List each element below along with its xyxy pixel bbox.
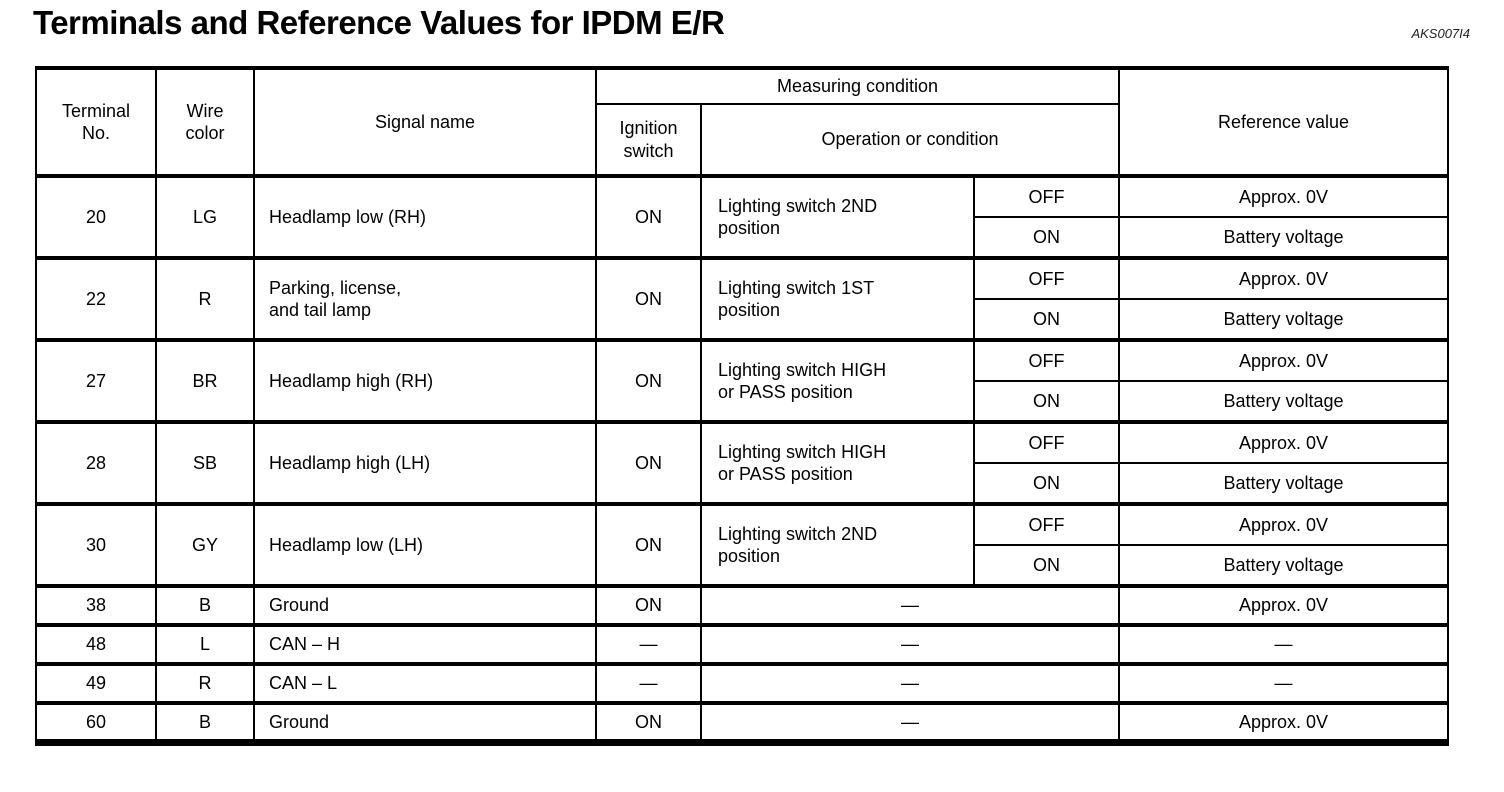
table-subrow: ON Battery voltage [36,380,1450,423]
switch-state-cell: OFF [972,502,1121,546]
wire-color-cell: GY [155,502,255,587]
switch-state-cell: ON [972,462,1121,505]
switch-state-cell: ON [972,298,1121,341]
table-row-48: 48 L CAN – H — — — [35,623,1450,665]
figure-code: AKS007I4 [1411,26,1470,41]
col-header-ignition-switch: Ignition switch [595,103,702,177]
terminal-cell: 60 [35,701,157,743]
reference-value-cell: Approx. 0V [1118,338,1450,382]
col-header-measuring-condition: Measuring condition [594,67,1121,105]
reference-value-cell: Approx. 0V [1118,420,1450,464]
operation-cell: Lighting switch 1ST position [700,256,975,341]
terminal-cell: 38 [35,584,157,626]
switch-state-cell: ON [972,216,1121,259]
wire-color-cell: LG [155,174,255,259]
operation-cell: — [699,701,1121,743]
table-subrow: ON Battery voltage [36,216,1450,259]
switch-state-cell: ON [972,544,1121,587]
ignition-switch-cell: ON [595,338,702,423]
table-subrow: ON Battery voltage [36,462,1450,505]
col-header-wire-color: Wire color [155,67,255,177]
table-row-30: 30 GY Headlamp low (LH) ON Lighting swit… [35,502,1450,587]
col-header-operation-condition: Operation or condition [699,103,1121,177]
signal-name-cell: Parking, license, and tail lamp [253,256,597,341]
operation-cell: Lighting switch 2ND position [700,502,975,587]
reference-value-cell: — [1118,623,1450,665]
page-title: Terminals and Reference Values for IPDM … [33,4,725,41]
terminal-cell: 28 [35,420,157,505]
terminal-cell: 48 [35,623,157,665]
reference-value-cell: Battery voltage [1118,216,1450,259]
table-row-38: 38 B Ground ON — Approx. 0V [35,584,1450,626]
table-header: Terminal No. Wire color Signal name Meas… [35,67,1450,177]
signal-name-cell: Headlamp high (RH) [253,338,597,423]
wire-color-cell: R [155,256,255,341]
ignition-switch-cell: ON [595,256,702,341]
signal-name-cell: Ground [253,584,597,626]
ignition-switch-cell: ON [595,420,702,505]
terminal-cell: 22 [35,256,157,341]
switch-state-cell: OFF [972,338,1121,382]
signal-name-cell: CAN – H [253,623,597,665]
ignition-switch-cell: — [595,662,702,704]
reference-value-cell: — [1118,662,1450,704]
switch-state-cell: ON [972,380,1121,423]
ignition-switch-cell: ON [595,174,702,259]
wire-color-cell: SB [155,420,255,505]
terminal-cell: 27 [35,338,157,423]
table-row-28: 28 SB Headlamp high (LH) ON Lighting swi… [35,420,1450,505]
signal-name-cell: Headlamp low (LH) [253,502,597,587]
signal-name-cell: Ground [253,701,597,743]
reference-value-cell: Approx. 0V [1118,502,1450,546]
reference-value-cell: Approx. 0V [1118,584,1450,626]
wire-color-cell: R [155,662,255,704]
table-row-60: 60 B Ground ON — Approx. 0V [35,701,1450,743]
table-row-22: 22 R Parking, license, and tail lamp ON … [35,256,1450,341]
operation-cell: — [699,584,1121,626]
ignition-switch-cell: ON [595,502,702,587]
wire-color-cell: L [155,623,255,665]
reference-value-cell: Battery voltage [1118,462,1450,505]
table-body: 20 LG Headlamp low (RH) ON Lighting swit… [35,174,1450,743]
wire-color-cell: B [155,584,255,626]
signal-name-cell: Headlamp high (LH) [253,420,597,505]
operation-cell: Lighting switch HIGH or PASS position [700,420,975,505]
terminal-cell: 20 [35,174,157,259]
table-row-27: 27 BR Headlamp high (RH) ON Lighting swi… [35,338,1450,423]
table-row-20: 20 LG Headlamp low (RH) ON Lighting swit… [35,174,1450,259]
wire-color-cell: B [155,701,255,743]
col-header-reference-value: Reference value [1118,67,1450,177]
operation-cell: Lighting switch HIGH or PASS position [700,338,975,423]
signal-name-cell: Headlamp low (RH) [253,174,597,259]
col-header-terminal: Terminal No. [35,67,157,177]
col-header-signal-name: Signal name [253,67,597,177]
ignition-switch-cell: ON [595,701,702,743]
header-row-top: Terminal No. Wire color Signal name Meas… [35,67,1450,177]
table-row-49: 49 R CAN – L — — — [35,662,1450,704]
reference-value-cell: Battery voltage [1118,298,1450,341]
switch-state-cell: OFF [972,174,1121,218]
terminal-cell: 49 [35,662,157,704]
reference-value-cell: Approx. 0V [1118,174,1450,218]
header-row-sub: Ignition switch Operation or condition [36,103,1448,177]
operation-cell: — [699,662,1121,704]
switch-state-cell: OFF [972,420,1121,464]
table-subrow: ON Battery voltage [36,544,1450,587]
ignition-switch-cell: ON [595,584,702,626]
wire-color-cell: BR [155,338,255,423]
reference-value-cell: Approx. 0V [1118,256,1450,300]
operation-cell: — [699,623,1121,665]
reference-value-cell: Battery voltage [1118,380,1450,423]
switch-state-cell: OFF [972,256,1121,300]
reference-value-cell: Battery voltage [1118,544,1450,587]
terminal-cell: 30 [35,502,157,587]
signal-name-cell: CAN – L [253,662,597,704]
operation-cell: Lighting switch 2ND position [700,174,975,259]
reference-value-cell: Approx. 0V [1118,701,1450,743]
terminals-table: Terminal No. Wire color Signal name Meas… [35,66,1450,746]
table-subrow: ON Battery voltage [36,298,1450,341]
ignition-switch-cell: — [595,623,702,665]
